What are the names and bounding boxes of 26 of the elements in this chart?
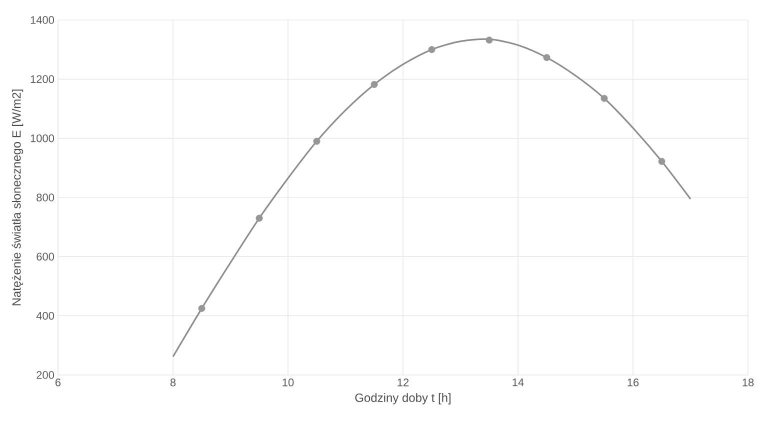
point	[428, 46, 436, 54]
point	[600, 94, 608, 102]
x-tick-label: 14	[512, 378, 524, 386]
y-tick-label: 600	[36, 252, 54, 261]
point	[256, 214, 263, 222]
x-tick-label: 12	[398, 378, 409, 386]
point	[658, 158, 666, 165]
point	[543, 54, 550, 62]
y-tick-label: 400	[36, 312, 54, 320]
y-tick-label: 1000	[30, 134, 54, 142]
x-tick-label: 8	[170, 378, 176, 386]
y-axis-title: Natężenie światła słonecznego E [W/m2]	[12, 90, 24, 306]
x-axis-title: Godziny doby t [h]	[355, 393, 450, 404]
x-tick-label: 18	[742, 378, 754, 386]
point	[198, 304, 206, 312]
y-tick-label: 800	[36, 194, 54, 202]
y-tick-label: 1200	[30, 75, 54, 84]
x-tick-label: 6	[56, 378, 61, 386]
point	[486, 36, 493, 44]
point	[370, 80, 378, 88]
line-series	[172, 38, 692, 358]
x-tick-label: 16	[628, 378, 639, 386]
point	[313, 138, 320, 145]
x-tick-label: 10	[282, 378, 294, 386]
y-tick-label: 1400	[30, 16, 54, 24]
y-tick-label: 200	[36, 371, 54, 379]
